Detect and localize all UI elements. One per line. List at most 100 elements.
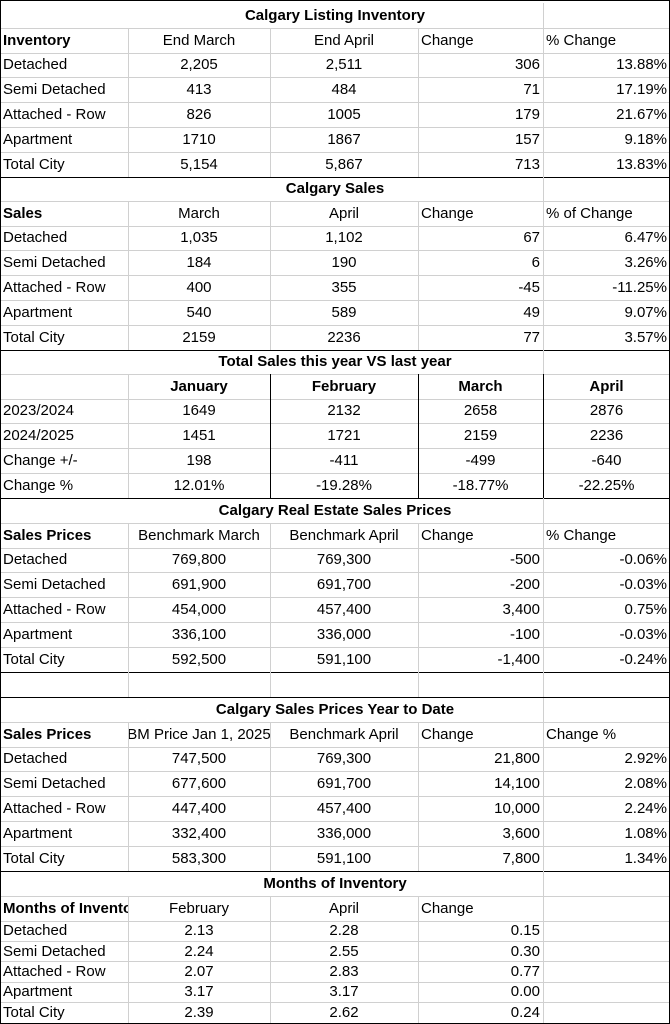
grid-line <box>0 771 670 773</box>
table-row: Apartment 3.17 3.17 0.00 <box>0 982 670 1002</box>
grid-line <box>0 622 670 623</box>
table-cell: 71 <box>523 81 540 99</box>
row-label: Detached <box>3 56 68 74</box>
grid-line <box>543 176 544 201</box>
grid-line <box>418 721 419 871</box>
section-title-row: Calgary Listing Inventory <box>0 3 670 28</box>
table-cell: 2132 <box>327 402 361 420</box>
header-cell: Change <box>421 526 474 544</box>
grid-line <box>543 522 544 672</box>
table-cell: 2159 <box>463 427 498 445</box>
grid-line <box>543 697 544 722</box>
grid-line <box>418 200 419 350</box>
grid-line <box>543 671 544 697</box>
table-cell: 1,102 <box>325 229 363 247</box>
table-row: Semi Detached 691,900 691,700 -200 -0.03% <box>0 572 670 597</box>
table-row: Total City 592,500 591,100 -1,400 -0.24% <box>0 647 670 672</box>
grid-line <box>0 373 670 375</box>
row-label: Change % <box>3 476 74 494</box>
table-cell: 484 <box>331 81 357 99</box>
table-cell: 3.57% <box>624 328 667 346</box>
table-cell: 591,100 <box>316 849 372 867</box>
table-cell: 583,300 <box>171 849 227 867</box>
table-row: Detached 747,500 769,300 21,800 2.92% <box>0 747 670 772</box>
table-cell: 1.08% <box>624 824 667 842</box>
table-cell: 2.62 <box>329 1003 359 1021</box>
header-row: Sales Prices BM Price Jan 1, 2025 Benchmar… <box>0 722 670 747</box>
table-cell: -499 <box>465 452 496 470</box>
table-cell: -18.77% <box>452 476 509 494</box>
table-cell <box>543 941 670 961</box>
table-cell: 2.08% <box>624 775 667 793</box>
header-cell: Benchmark March <box>138 526 260 544</box>
header-cell: April <box>328 204 359 222</box>
row-label: Attached - Row <box>3 800 106 818</box>
grid-line <box>418 373 419 498</box>
table-cell: 77 <box>523 328 540 346</box>
grid-line <box>0 349 670 351</box>
table-cell: 691,700 <box>316 576 372 594</box>
grid-line <box>270 721 271 871</box>
header-cell: End March <box>162 31 236 49</box>
table-cell: 355 <box>331 279 357 297</box>
header-cell: End April <box>313 31 375 49</box>
header-cell: February <box>311 377 377 395</box>
header-cell: April <box>589 377 624 395</box>
grid-line <box>128 522 129 672</box>
table-cell: 6 <box>531 254 540 272</box>
table-cell: 2236 <box>589 427 624 445</box>
grid-line <box>0 497 670 499</box>
row-label: Semi Detached <box>3 576 106 594</box>
row-label: Attached - Row <box>3 601 106 619</box>
grid-line <box>0 423 670 425</box>
grid-line <box>0 200 670 202</box>
table-cell: 14,100 <box>494 775 540 793</box>
table-cell: 0.77 <box>510 963 540 981</box>
table-row: Attached - Row 826 1005 179 21.67% <box>0 102 670 127</box>
grid-line <box>543 3 544 28</box>
row-label: Total City <box>3 849 65 867</box>
table-cell: 2.13 <box>184 922 214 940</box>
table-row: Detached 2,205 2,511 306 13.88% <box>0 53 670 78</box>
header-cell: Sales Prices <box>3 526 92 544</box>
grid-line <box>0 1002 670 1004</box>
table-cell: 2.24% <box>624 800 667 818</box>
grid-line <box>0 671 670 673</box>
header-cell: February <box>168 899 230 917</box>
row-label: Change +/- <box>3 452 78 470</box>
grid-line <box>0 547 670 549</box>
table-row: 2023/2024 1649 2132 2658 2876 <box>0 399 670 424</box>
table-row: Apartment 1710 1867 157 9.18% <box>0 127 670 152</box>
header-row: Sales March April Change % of Change <box>0 201 670 226</box>
table-cell: 5,154 <box>180 155 218 173</box>
row-label: 2024/2025 <box>3 427 74 445</box>
table-cell: 3,600 <box>502 824 540 842</box>
grid-line <box>0 796 670 798</box>
header-cell: Change <box>421 31 474 49</box>
table-cell: 691,700 <box>316 775 372 793</box>
table-cell: 2.55 <box>329 942 359 960</box>
table-cell: 184 <box>186 254 212 272</box>
row-label: Semi Detached <box>3 81 106 99</box>
table-cell: 0.30 <box>510 942 540 960</box>
table-cell: 589 <box>331 303 357 321</box>
table-cell: 67 <box>523 229 540 247</box>
table-row: Semi Detached 413 484 71 17.19% <box>0 77 670 102</box>
row-label: Semi Detached <box>3 942 106 960</box>
table-row: Apartment 336,100 336,000 -100 -0.03% <box>0 622 670 647</box>
grid-line <box>0 300 670 301</box>
header-row: Sales Prices Benchmark March Benchmark Apr… <box>0 523 670 548</box>
table-cell: -19.28% <box>316 476 372 494</box>
row-label: Detached <box>3 229 68 247</box>
section-title-row: Calgary Sales <box>0 176 670 201</box>
table-cell: 769,300 <box>316 551 372 569</box>
table-cell: -411 <box>329 452 359 470</box>
table-cell: 157 <box>514 130 540 148</box>
grid-line <box>270 671 271 697</box>
header-cell <box>543 896 670 921</box>
table-cell: 2.92% <box>624 750 667 768</box>
table-cell: 9.18% <box>624 130 667 148</box>
table-cell: 1005 <box>327 106 361 124</box>
table-cell: 413 <box>186 81 212 99</box>
table-row: Semi Detached 2.24 2.55 0.30 <box>0 941 670 961</box>
